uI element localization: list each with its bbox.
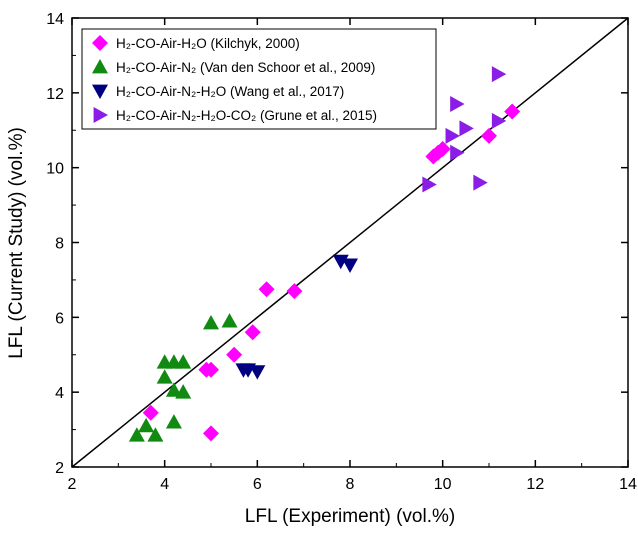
legend-label: H₂-CO-Air-N₂ (Van den Schoor et al., 200…: [116, 60, 375, 75]
x-tick-label: 10: [434, 476, 452, 493]
point: [450, 144, 465, 161]
point: [258, 281, 275, 298]
point: [156, 369, 173, 384]
legend-marker: [92, 84, 108, 99]
y-tick-label: 2: [55, 460, 64, 477]
x-tick-label: 6: [253, 476, 262, 493]
x-tick-label: 12: [526, 476, 544, 493]
x-tick-label: 14: [619, 476, 637, 493]
point: [147, 427, 164, 442]
y-tick-label: 14: [46, 11, 64, 28]
y-tick-label: 12: [46, 86, 64, 103]
point: [203, 314, 219, 330]
plot-frame: [71, 17, 629, 468]
point: [165, 414, 182, 429]
point: [221, 313, 238, 328]
point: [249, 365, 266, 380]
y-axis-label: LFL (Current Study) (vol.%): [6, 127, 27, 359]
point: [226, 346, 243, 363]
x-tick-label: 2: [68, 476, 77, 493]
point: [434, 140, 451, 157]
y-tick-label: 10: [46, 161, 64, 178]
point: [175, 384, 192, 399]
legend-box: [81, 28, 437, 130]
point: [286, 283, 303, 300]
legend-marker: [92, 59, 108, 74]
point: [342, 258, 358, 273]
x-axis-label: LFL (Experiment) (vol.%): [245, 506, 455, 527]
x-tick-label: 8: [346, 476, 355, 493]
point: [332, 254, 349, 270]
point: [481, 127, 497, 144]
point: [142, 404, 159, 421]
point: [175, 354, 192, 369]
point: [165, 382, 182, 397]
legend-label: H₂-CO-Air-N₂-H₂O-CO₂ (Grune et al., 2015…: [116, 108, 377, 123]
point: [128, 427, 145, 442]
point: [203, 361, 219, 378]
legend-marker: [93, 107, 108, 123]
legend-marker: [92, 35, 108, 51]
point: [138, 417, 155, 433]
point: [491, 112, 507, 129]
y-tick-label: 8: [55, 236, 64, 253]
point: [450, 96, 465, 113]
point: [491, 66, 507, 83]
point: [473, 174, 488, 191]
x-tick-label: 4: [160, 476, 169, 493]
point: [244, 324, 261, 341]
point: [504, 103, 521, 120]
point: [422, 176, 437, 193]
y-tick-label: 4: [55, 385, 64, 402]
point: [459, 120, 474, 137]
legend-label: H₂-CO-Air-H₂O (Kilchyk, 2000): [116, 36, 300, 51]
y-tick-label: 6: [55, 310, 64, 327]
point: [445, 127, 460, 144]
legend-label: H₂-CO-Air-N₂-H₂O (Wang et al., 2017): [116, 84, 344, 99]
point: [203, 425, 219, 442]
parity-line: [71, 17, 629, 468]
